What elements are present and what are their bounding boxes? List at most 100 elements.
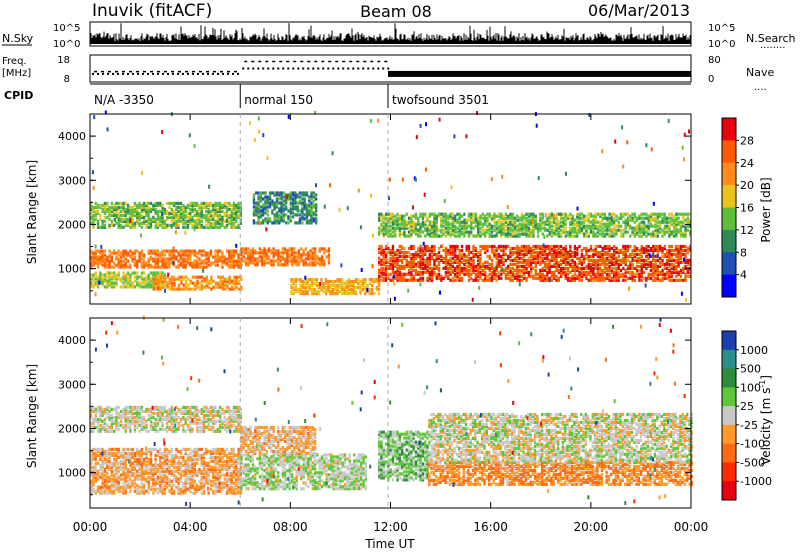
scatter-cell	[94, 201, 97, 205]
scatter-cell	[322, 282, 325, 286]
scatter-cell	[230, 217, 233, 221]
scatter-cell	[500, 216, 503, 220]
scatter-cell	[193, 249, 196, 253]
scatter-cell	[247, 247, 250, 251]
scatter-cell	[375, 286, 378, 290]
scatter-cell	[219, 223, 222, 227]
scatter-cell	[214, 203, 217, 207]
scatter-cell	[198, 219, 201, 223]
scatter-cell	[677, 244, 680, 249]
scatter-cell	[550, 252, 554, 257]
scatter-cell	[354, 286, 358, 290]
scatter-cell	[550, 258, 554, 262]
scatter-cell	[530, 258, 533, 262]
scatter-cell	[230, 251, 233, 255]
scatter-cell	[465, 266, 468, 270]
scatter-cell	[170, 251, 173, 255]
scatter-cell	[384, 272, 388, 276]
scatter-cell	[645, 250, 648, 255]
scatter-cell	[145, 201, 148, 205]
scatter-cell	[119, 261, 123, 265]
scatter-cell	[659, 278, 662, 282]
scatter-cell	[571, 268, 574, 272]
scatter-cell	[101, 249, 104, 253]
scatter-cell	[384, 274, 388, 278]
scatter-cell	[458, 272, 461, 276]
scatter-cell	[129, 263, 132, 267]
scatter-cell	[184, 263, 187, 267]
scatter-cell	[467, 268, 471, 272]
scatter-cell	[264, 195, 267, 199]
scatter-cell	[626, 248, 630, 253]
scatter-cell	[548, 246, 551, 251]
scatter-cell	[166, 201, 169, 205]
scatter-cell	[278, 217, 281, 221]
scatter-cell	[631, 248, 634, 253]
freq-point	[342, 67, 345, 70]
scatter-cell	[126, 209, 130, 213]
scatter-cell	[679, 268, 683, 272]
scatter-cell	[546, 256, 549, 260]
scatter-cell	[237, 201, 240, 205]
scatter-cell	[341, 286, 344, 290]
scatter-cell	[301, 286, 305, 290]
freq-point	[262, 67, 265, 70]
scatter-cell	[543, 274, 547, 278]
scatter-cell	[327, 255, 331, 259]
scatter-cell	[484, 264, 487, 268]
scatter-cell	[470, 266, 473, 270]
scatter-cell	[161, 209, 164, 213]
scatter-cell	[149, 265, 153, 269]
scatter-cell	[268, 217, 272, 221]
scatter-cell	[444, 222, 448, 226]
scatter-cell	[666, 270, 669, 274]
scatter-cell	[198, 207, 201, 211]
scatter-cell	[198, 265, 201, 269]
scatter-cell	[647, 260, 650, 264]
scatter-cell	[103, 273, 107, 277]
scatter-cell	[645, 262, 648, 266]
scatter-cell	[115, 255, 118, 259]
scatter-cell	[477, 254, 480, 258]
scatter-cell	[240, 257, 243, 261]
scatter-cell	[327, 257, 331, 261]
scatter-cell	[140, 205, 143, 209]
scatter-cell	[170, 215, 173, 219]
scatter-cell	[207, 221, 210, 225]
scatter-cell	[297, 255, 301, 259]
scatter-cell	[601, 278, 604, 282]
scatter-cell	[304, 247, 308, 251]
scatter-cell	[431, 266, 434, 270]
scatter-cell	[92, 223, 95, 227]
scatter-cell	[444, 230, 448, 234]
scatter-cell	[182, 217, 185, 221]
scatter-cell	[599, 276, 602, 280]
scatter-cell	[96, 277, 100, 281]
scatter-cell	[541, 250, 544, 255]
scatter-cell	[108, 259, 111, 263]
scatter-cell	[310, 207, 313, 211]
scatter-cell	[147, 213, 150, 217]
scatter-cell	[186, 261, 190, 265]
scatter-cell	[163, 261, 166, 265]
scatter-cell	[322, 286, 325, 290]
scatter-cell	[675, 248, 678, 253]
scatter-cell	[182, 251, 185, 255]
scatter-cell	[327, 282, 330, 286]
scatter-cell	[435, 272, 438, 276]
scatter-cell	[410, 266, 413, 270]
scatter-cell	[133, 207, 137, 211]
scatter-cell	[624, 270, 627, 274]
scatter-cell	[163, 249, 166, 253]
scatter-cell	[606, 266, 609, 270]
freq-point	[212, 72, 214, 75]
scatter-cell	[633, 254, 636, 258]
freq-point	[137, 72, 139, 75]
scatter-cell	[179, 201, 183, 205]
scatter-cell	[546, 264, 549, 268]
scatter-cell	[193, 261, 196, 265]
scatter-cell	[281, 247, 284, 251]
scatter-cell	[677, 260, 680, 264]
scatter-cell	[481, 246, 484, 251]
scatter-cell	[576, 250, 579, 255]
